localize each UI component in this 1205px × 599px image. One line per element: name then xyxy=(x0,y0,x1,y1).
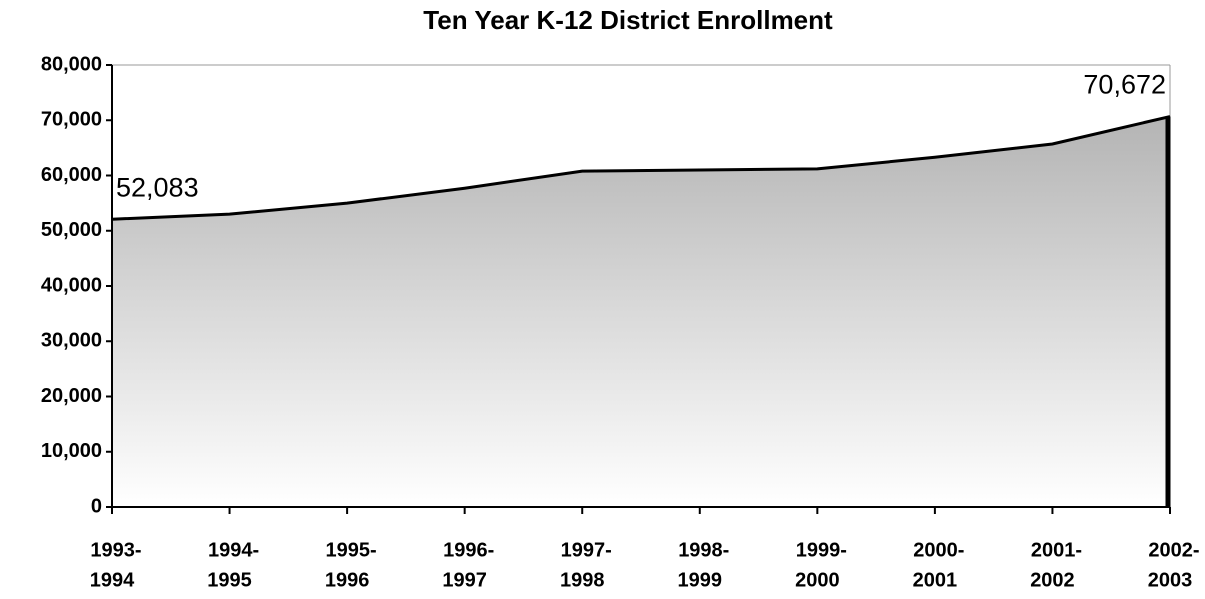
y-tick-label: 50,000 xyxy=(41,219,102,241)
chart-title: Ten Year K-12 District Enrollment xyxy=(423,5,833,35)
y-tick-label: 30,000 xyxy=(41,330,102,352)
x-tick-label: 1995- xyxy=(326,539,377,561)
data-label: 52,083 xyxy=(116,172,199,202)
x-tick-label: 2001 xyxy=(913,569,958,591)
x-tick-label: 1994 xyxy=(90,569,135,591)
area xyxy=(112,116,1170,507)
y-tick-label: 80,000 xyxy=(41,53,102,75)
data-label: 70,672 xyxy=(1083,70,1166,100)
x-tick-label: 1999- xyxy=(796,539,847,561)
x-tick-label: 2003 xyxy=(1148,569,1193,591)
x-tick-label: 2002- xyxy=(1148,539,1199,561)
area-line xyxy=(111,115,1171,221)
x-tick-label: 1996 xyxy=(325,569,370,591)
y-tick-label: 60,000 xyxy=(41,164,102,186)
x-tick-label: 1993- xyxy=(90,539,141,561)
y-tick-label: 10,000 xyxy=(41,440,102,462)
x-tick-label: 2000- xyxy=(913,539,964,561)
x-tick-label: 2002 xyxy=(1030,569,1075,591)
y-tick-label: 20,000 xyxy=(41,385,102,407)
y-tick-label: 0 xyxy=(91,495,102,517)
x-tick-label: 1995 xyxy=(207,569,252,591)
x-tick-label: 1996- xyxy=(443,539,494,561)
x-tick-label: 1994- xyxy=(208,539,259,561)
x-tick-label: 1998 xyxy=(560,569,605,591)
x-tick-label: 1999 xyxy=(678,569,723,591)
y-tick-label: 40,000 xyxy=(41,274,102,296)
x-tick-label: 1997- xyxy=(561,539,612,561)
x-tick-label: 1998- xyxy=(678,539,729,561)
x-tick-label: 1997 xyxy=(442,569,487,591)
y-tick-label: 70,000 xyxy=(41,109,102,131)
x-tick-label: 2001- xyxy=(1031,539,1082,561)
x-tick-label: 2000 xyxy=(795,569,840,591)
